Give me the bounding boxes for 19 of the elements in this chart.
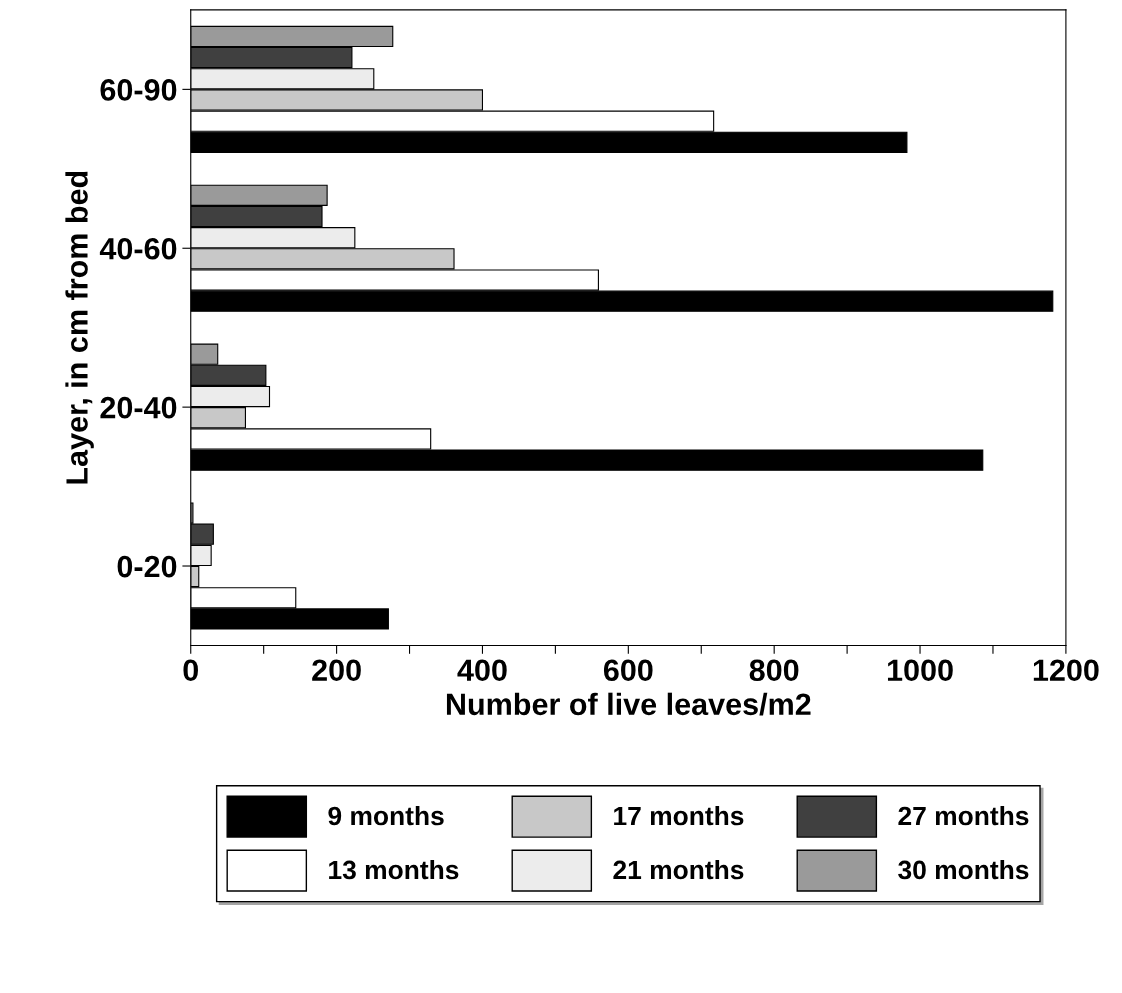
x-tick-label: 0 [183,659,198,682]
x-tick-label: 800 [749,659,799,682]
legend-label: 21 months [613,859,744,880]
y-axis-title: Layer, in cm from bed [65,171,94,484]
x-tick-label: 200 [312,659,361,682]
legend-label: 27 months [898,805,1029,826]
x-tick-label: 400 [457,659,507,682]
legend-label: 30 months [898,859,1029,880]
y-tick-label: 40-60 [99,237,177,260]
x-tick-label: 1200 [1033,659,1099,682]
legend-label: 13 months [329,859,459,880]
x-tick-label: 1000 [887,659,953,682]
y-tick-label: 0-20 [117,555,177,578]
y-tick-label: 20-40 [100,396,177,419]
legend-label: 17 months [614,805,744,826]
x-axis-title: Number of live leaves/m2 [446,692,811,716]
x-tick-label: 600 [603,659,653,682]
legend-label: 9 months [328,805,444,826]
y-tick-label: 60-90 [100,79,177,101]
